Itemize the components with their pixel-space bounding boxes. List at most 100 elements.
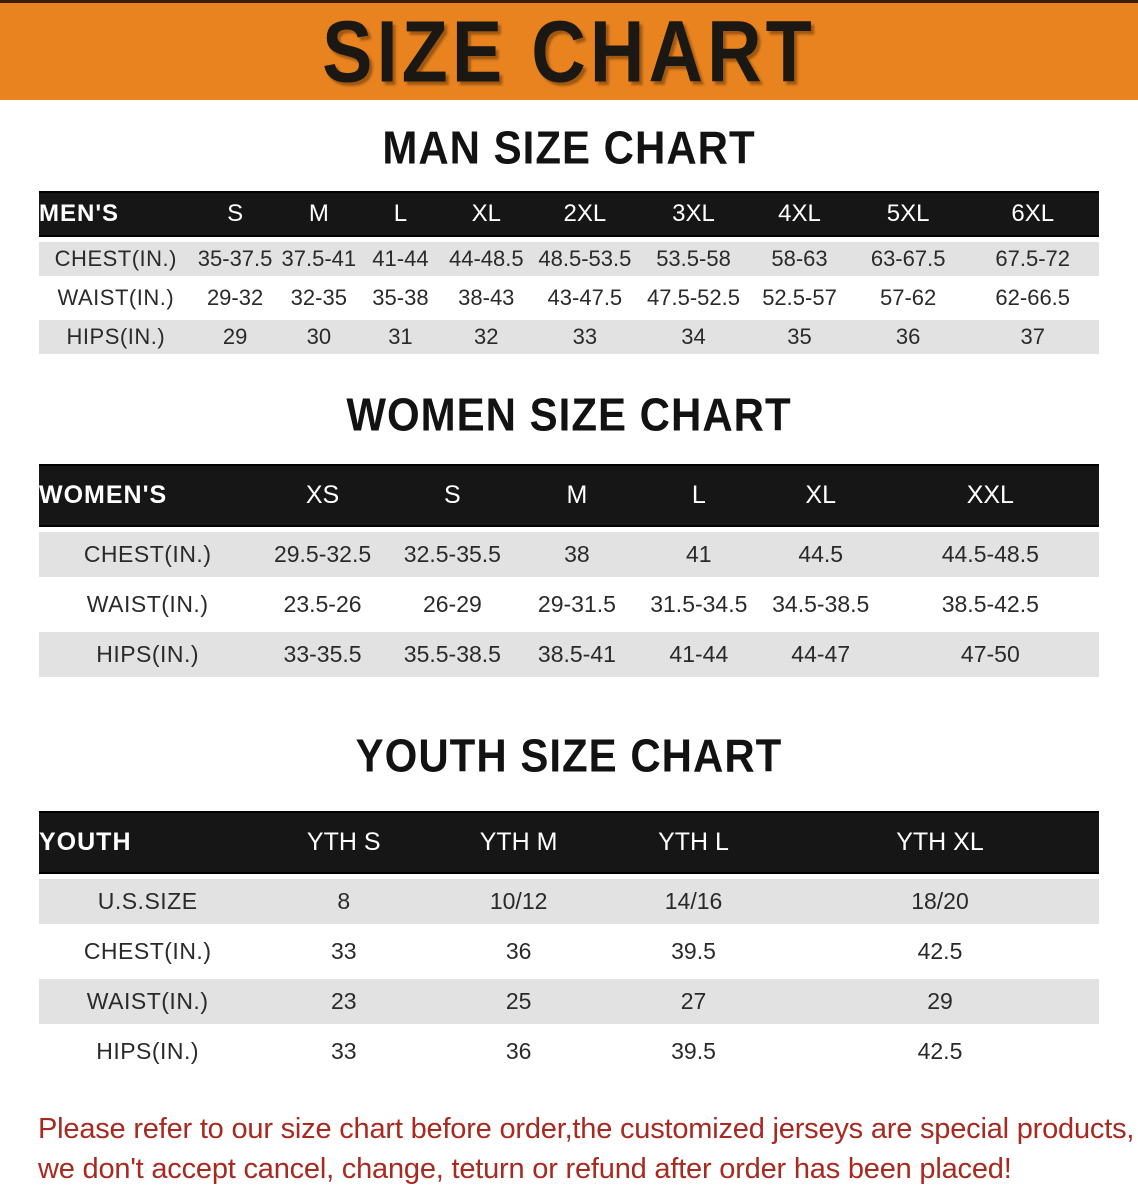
measurement-cell: 47-50 (960, 641, 1020, 667)
row-label: CHEST(IN.) (54, 246, 177, 271)
men-size-table: MEN'S S M L XL 2XL 3XL 4XL 5XL 6XL CHEST… (39, 186, 1099, 359)
men-size-header-s: S (192, 191, 278, 237)
measurement-cell: 35-38 (372, 285, 429, 310)
measurement-cell: 26-29 (422, 591, 482, 617)
measurement-cell: 14/16 (664, 888, 723, 914)
men-section-heading: MAN SIZE CHART (382, 121, 756, 174)
measurement-cell: 37 (1020, 324, 1045, 349)
men-size-header-3xl: 3XL (637, 191, 750, 237)
measurement-cell: 23 (330, 988, 357, 1014)
measurement-cell: 33 (572, 324, 598, 349)
measurement-cell: 41 (686, 541, 712, 567)
measurement-cell: 38 (564, 541, 590, 567)
row-label: CHEST(IN.) (83, 938, 212, 964)
measurement-cell: 41-44 (669, 641, 729, 667)
row-label: CHEST(IN.) (83, 541, 212, 567)
measurement-cell: 44.5-48.5 (941, 541, 1039, 567)
row-label: HIPS(IN.) (66, 324, 166, 349)
row-label: U.S.SIZE (97, 888, 198, 914)
measurement-cell: 53.5-58 (656, 246, 731, 271)
measurement-cell: 41-44 (372, 246, 429, 271)
women-table-header-row: WOMEN'S XS S M L XL XXL (39, 464, 1099, 527)
men-size-header-xl: XL (440, 191, 532, 237)
women-size-header-xs: XS (256, 464, 389, 527)
women-size-header-l: L (637, 464, 760, 527)
disclaimer: Please refer to our size chart before or… (38, 1109, 1138, 1189)
measurement-cell: 10/12 (489, 888, 548, 914)
row-label: WAIST(IN.) (86, 591, 209, 617)
banner-title: SIZE CHART (322, 2, 816, 101)
measurement-cell: 36 (895, 324, 921, 349)
measurement-cell: 58-63 (771, 246, 828, 271)
measurement-cell: 57-62 (880, 285, 937, 310)
youth-section-heading: YOUTH SIZE CHART (355, 729, 783, 782)
men-table-label-header: MEN'S (39, 191, 193, 237)
women-size-header-xxl: XXL (881, 464, 1099, 527)
youth-chest-row: CHEST(IN.) 33 36 39.5 42.5 (39, 929, 1099, 974)
measurement-cell: 34 (681, 324, 706, 349)
youth-size-header-xl: YTH XL (780, 811, 1099, 874)
measurement-cell: 38-43 (458, 285, 515, 310)
measurement-cell: 48.5-53.5 (538, 246, 632, 271)
measurement-cell: 29 (222, 324, 248, 349)
men-section: MAN SIZE CHART MEN'S S M L XL 2XL 3XL 4X… (0, 100, 1138, 359)
men-waist-row: WAIST(IN.) 29-32 32-35 35-38 38-43 43-47… (39, 281, 1099, 315)
disclaimer-line-1: Please refer to our size chart before or… (38, 1113, 1135, 1145)
measurement-cell: 43-47.5 (547, 285, 623, 310)
measurement-cell: 31 (388, 324, 413, 349)
measurement-cell: 63-67.5 (870, 246, 946, 271)
row-label: WAIST(IN.) (86, 988, 209, 1014)
measurement-cell: 32.5-35.5 (403, 541, 501, 567)
men-size-header-l: L (360, 191, 441, 237)
women-chest-row: CHEST(IN.) 29.5-32.5 32.5-35.5 38 41 44.… (39, 532, 1099, 577)
men-size-header-5xl: 5XL (849, 191, 967, 237)
women-size-header-m: M (515, 464, 638, 527)
measurement-cell: 39.5 (671, 938, 716, 964)
measurement-cell: 27 (680, 988, 707, 1014)
men-size-header-m: M (277, 191, 361, 237)
youth-size-header-l: YTH L (606, 811, 781, 874)
women-waist-row: WAIST(IN.) 23.5-26 26-29 29-31.5 31.5-34… (39, 582, 1099, 627)
measurement-cell: 29-32 (206, 285, 264, 310)
measurement-cell: 33 (330, 938, 357, 964)
measurement-cell: 36 (505, 1038, 532, 1064)
youth-section: YOUTH SIZE CHART YOUTH YTH S YTH M YTH L… (0, 682, 1138, 1079)
row-label: HIPS(IN.) (96, 1038, 200, 1064)
women-table-label-header: WOMEN'S (39, 464, 257, 527)
men-chest-row: CHEST(IN.) 35-37.5 37.5-41 41-44 44-48.5… (39, 242, 1099, 276)
youth-size-header-m: YTH M (431, 811, 607, 874)
measurement-cell: 47.5-52.5 (647, 285, 740, 310)
men-size-header-2xl: 2XL (531, 191, 638, 237)
measurement-cell: 37.5-41 (281, 246, 357, 271)
measurement-cell: 29 (927, 988, 953, 1014)
measurement-cell: 30 (306, 324, 332, 349)
measurement-cell: 36 (505, 938, 532, 964)
women-section-heading: WOMEN SIZE CHART (346, 388, 792, 441)
measurement-cell: 35-37.5 (197, 246, 273, 271)
youth-ussize-row: U.S.SIZE 8 10/12 14/16 18/20 (39, 879, 1099, 924)
measurement-cell: 31.5-34.5 (650, 591, 748, 617)
measurement-cell: 29.5-32.5 (273, 541, 372, 567)
women-hips-row: HIPS(IN.) 33-35.5 35.5-38.5 38.5-41 41-4… (39, 632, 1099, 677)
measurement-cell: 35 (787, 324, 812, 349)
women-size-table: WOMEN'S XS S M L XL XXL CHEST(IN.) 29.5-… (39, 459, 1099, 682)
measurement-cell: 38.5-41 (537, 641, 616, 667)
measurement-cell: 23.5-26 (283, 591, 362, 617)
men-table-header-row: MEN'S S M L XL 2XL 3XL 4XL 5XL 6XL (39, 191, 1099, 237)
men-size-header-4xl: 4XL (749, 191, 850, 237)
measurement-cell: 39.5 (671, 1038, 716, 1064)
row-label: HIPS(IN.) (96, 641, 200, 667)
women-size-header-s: S (388, 464, 516, 527)
disclaimer-line-2: we don't accept cancel, change, teturn o… (38, 1153, 1012, 1186)
men-hips-row: HIPS(IN.) 29 30 31 32 33 34 35 36 37 (39, 320, 1099, 354)
measurement-cell: 29-31.5 (537, 591, 616, 617)
measurement-cell: 52.5-57 (762, 285, 837, 310)
youth-waist-row: WAIST(IN.) 23 25 27 29 (39, 979, 1099, 1024)
measurement-cell: 33-35.5 (283, 641, 362, 667)
measurement-cell: 8 (337, 888, 351, 914)
youth-table-label-header: YOUTH (39, 811, 257, 874)
row-label: WAIST(IN.) (57, 285, 175, 310)
measurement-cell: 33 (330, 1038, 357, 1064)
measurement-cell: 32 (474, 324, 499, 349)
